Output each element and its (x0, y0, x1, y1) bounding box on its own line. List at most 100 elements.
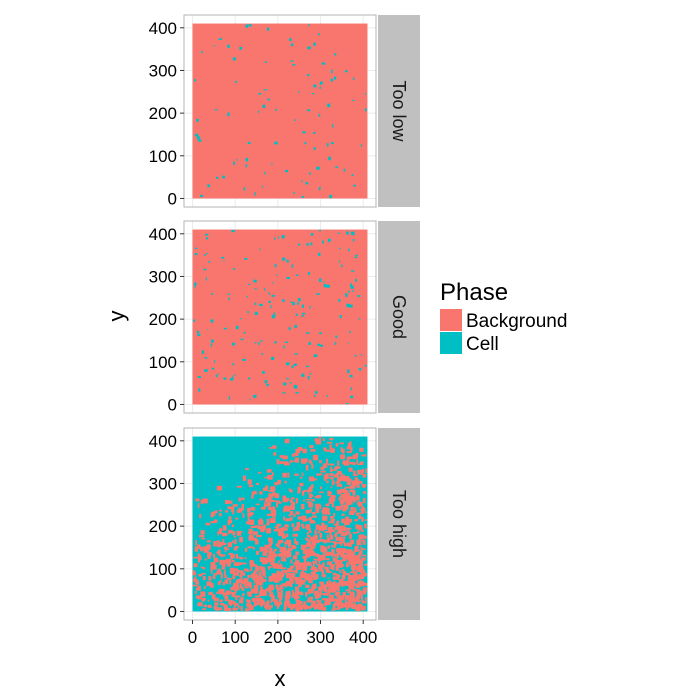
background-patch (352, 497, 356, 503)
background-patch (340, 488, 345, 493)
background-patch (278, 591, 281, 596)
background-patch (356, 501, 361, 506)
cell-speckle (308, 342, 311, 345)
background-patch (294, 586, 300, 591)
background-patch (280, 567, 287, 570)
background-patch (364, 523, 367, 529)
background-patch (360, 559, 364, 564)
background-patch (254, 595, 260, 598)
background-patch (345, 549, 350, 554)
background-patch (337, 563, 342, 568)
background-patch (236, 570, 242, 573)
cell-speckle (218, 38, 222, 40)
background-patch (328, 579, 331, 584)
background-patch (302, 448, 307, 454)
background-patch (260, 589, 267, 592)
cell-speckle (301, 373, 305, 377)
background-patch (362, 554, 367, 557)
background-patch (259, 592, 265, 596)
background-patch (341, 513, 345, 516)
cell-speckle (348, 248, 350, 252)
background-patch (356, 604, 362, 608)
cell-speckle (352, 238, 355, 242)
background-patch (316, 603, 318, 610)
background-patch (255, 597, 262, 602)
cell-speckle (286, 277, 291, 280)
background-patch (330, 541, 335, 543)
background-patch (259, 491, 263, 495)
background-patch (233, 548, 238, 551)
background-patch (356, 599, 360, 603)
background-patch (339, 598, 344, 601)
background-patch (290, 569, 292, 573)
background-patch (213, 557, 219, 563)
cell-speckle (276, 274, 278, 276)
cell-speckle (301, 315, 304, 317)
background-patch (247, 574, 250, 578)
background-patch (221, 532, 228, 537)
background-patch (233, 568, 239, 572)
background-patch (312, 563, 315, 567)
background-patch (348, 549, 353, 555)
background-patch (228, 591, 232, 594)
cell-speckle (259, 303, 263, 307)
background-patch (286, 575, 290, 578)
background-patch (346, 447, 351, 450)
background-patch (356, 566, 362, 568)
background-patch (245, 609, 249, 612)
y-tick-label: 0 (168, 189, 177, 208)
background-patch (297, 490, 301, 494)
background-patch (358, 542, 361, 545)
background-patch (207, 551, 212, 557)
cell-speckle (343, 168, 346, 172)
background-patch (351, 605, 356, 609)
background-patch (300, 503, 305, 510)
background-patch (265, 601, 270, 607)
background-patch (222, 542, 227, 546)
cell-speckle (327, 238, 331, 242)
background-patch (288, 601, 291, 605)
background-patch (357, 469, 363, 473)
background-patch (348, 543, 352, 547)
background-patch (231, 601, 236, 605)
background-patch (228, 599, 233, 605)
background-patch (291, 497, 295, 500)
background-patch (266, 518, 270, 524)
background-patch (292, 576, 295, 580)
background-patch (279, 546, 285, 553)
background-patch (237, 578, 242, 584)
cell-speckle (313, 42, 316, 46)
cell-speckle (290, 60, 294, 62)
background-patch (299, 476, 303, 479)
cell-speckle (232, 375, 234, 379)
background-patch (253, 490, 257, 495)
background-patch (324, 601, 327, 607)
y-tick-label: 300 (149, 61, 177, 80)
background-patch (319, 491, 324, 494)
x-tick-label: 0 (188, 628, 197, 647)
background-patch (341, 538, 345, 544)
background-patch (356, 589, 361, 593)
background-patch (310, 521, 316, 524)
background-patch (318, 564, 325, 568)
background-patch (290, 578, 293, 583)
background-patch (325, 503, 330, 507)
background-patch (309, 589, 314, 594)
background-patch (284, 541, 289, 545)
background-patch (244, 556, 247, 560)
background-patch (352, 580, 356, 586)
background-patch (352, 462, 356, 466)
background-patch (330, 466, 333, 473)
cell-speckle (254, 288, 257, 290)
background-patch (321, 548, 324, 553)
background-patch (362, 473, 366, 478)
background-patch (358, 505, 361, 508)
background-patch (340, 494, 345, 498)
background-patch (351, 480, 357, 486)
cell-speckle (309, 305, 311, 309)
background-patch (232, 559, 235, 563)
background-patch (308, 476, 315, 482)
background-patch (344, 599, 348, 604)
background-patch (331, 549, 335, 555)
background-patch (311, 499, 315, 502)
